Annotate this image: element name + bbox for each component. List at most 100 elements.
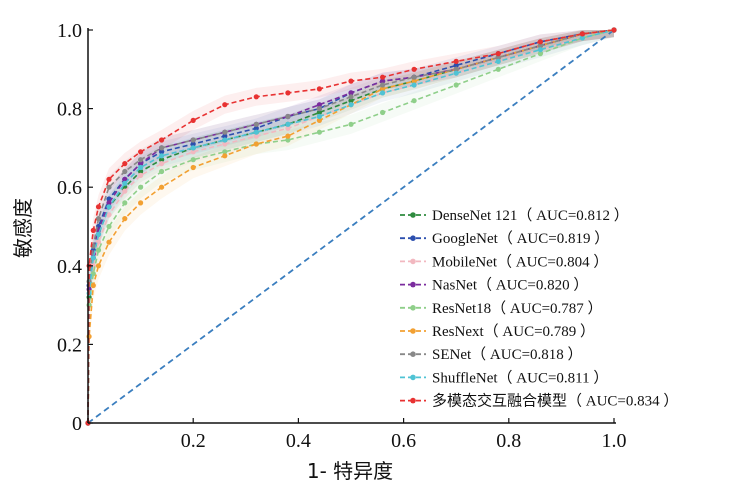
series-point	[285, 113, 291, 120]
axes	[87, 28, 616, 424]
series-point	[138, 200, 144, 206]
confidence-band-2	[88, 30, 614, 423]
series-point	[106, 212, 112, 218]
series-point	[316, 129, 322, 135]
legend-item-5: ResNext（ AUC=0.789 ）	[400, 323, 595, 340]
series-point	[285, 90, 291, 96]
legend-label: ResNet18（ AUC=0.787 ）	[432, 300, 603, 317]
series-point	[495, 54, 501, 61]
series-point	[316, 106, 322, 112]
legend-label: DenseNet 121（ AUC=0.812 ）	[432, 207, 629, 224]
series-point	[453, 58, 459, 64]
series-point	[537, 47, 544, 53]
series-point	[316, 113, 322, 120]
series-point	[190, 145, 196, 151]
series-point	[222, 153, 228, 159]
series-point	[253, 94, 259, 100]
series-point	[495, 58, 501, 64]
x-tick-label: 1.0	[602, 430, 627, 452]
series-point	[453, 70, 459, 76]
series-point	[138, 164, 144, 171]
series-point	[537, 39, 544, 45]
legend-marker	[410, 258, 416, 265]
legend-marker	[410, 328, 416, 334]
series-point	[106, 223, 112, 230]
series-point	[411, 98, 417, 104]
series-point	[537, 51, 544, 57]
legend-marker	[410, 305, 416, 311]
legend-item-0: DenseNet 121（ AUC=0.812 ）	[400, 207, 629, 224]
series-point	[138, 172, 144, 178]
series-point	[122, 200, 128, 206]
confidence-band-3	[88, 30, 614, 423]
series-point	[348, 121, 354, 127]
series-point	[380, 109, 386, 116]
series-point	[95, 247, 102, 253]
legend-item-7: ShuffleNet（ AUC=0.811 ）	[400, 369, 608, 386]
x-tick-label: 0.4	[286, 430, 311, 452]
series-point	[348, 98, 354, 104]
series-8	[85, 27, 617, 426]
legend: DenseNet 121（ AUC=0.812 ） GoogleNet（ AUC=…	[400, 207, 678, 410]
legend-item-3: NasNet（ AUC=0.820 ）	[400, 277, 588, 294]
series-point	[380, 78, 386, 84]
confidence-band-6	[88, 30, 614, 423]
series-point	[411, 78, 417, 84]
series-point	[122, 180, 128, 186]
y-tick-label: 0	[72, 413, 82, 435]
series-point	[579, 31, 586, 37]
tick-labels: 0.2 0.4 0.6 0.8 1.0 0 0.2 0.4 0.6 0.8 1.0	[57, 20, 627, 452]
series-point	[138, 184, 144, 190]
legend-label: 多模态交互融合模型（ AUC=0.834 ）	[432, 392, 678, 410]
legend-marker	[410, 281, 416, 288]
series-point	[222, 137, 228, 143]
series-point	[316, 117, 322, 123]
series-line-5	[87, 29, 615, 424]
confidence-bands	[88, 30, 614, 423]
legend-marker	[410, 351, 416, 358]
series-point	[253, 141, 259, 147]
series-point	[253, 133, 259, 139]
series-point	[411, 66, 417, 72]
series-point	[90, 282, 96, 289]
series-point	[537, 43, 544, 49]
series-point	[159, 149, 165, 155]
series-point	[222, 129, 228, 135]
y-tick-label: 0.6	[57, 177, 82, 199]
series-point	[190, 141, 196, 147]
series-point	[122, 161, 128, 167]
series-point	[190, 157, 196, 163]
series-point	[579, 35, 586, 41]
series-point	[348, 102, 354, 108]
legend-item-8: 多模态交互融合模型（ AUC=0.834 ）	[400, 392, 678, 410]
y-tick-label: 0.4	[57, 256, 82, 278]
x-tick-label: 0.8	[496, 430, 521, 452]
series-point	[380, 82, 386, 88]
legend-label: GoogleNet（ AUC=0.819 ）	[432, 230, 609, 247]
series-point	[159, 157, 165, 163]
series-point	[90, 227, 96, 233]
series-point	[122, 216, 128, 222]
legend-item-4: ResNet18（ AUC=0.787 ）	[400, 300, 603, 317]
series-point	[316, 86, 322, 92]
series-point	[95, 204, 102, 210]
y-tick-label: 1.0	[57, 20, 82, 42]
series-point	[122, 188, 128, 194]
legend-label: MobileNet（ AUC=0.804 ）	[432, 253, 608, 270]
series-point	[159, 153, 165, 159]
series-point	[190, 149, 196, 155]
series-point	[159, 168, 165, 175]
series-point	[159, 145, 165, 151]
series-point	[285, 137, 291, 143]
confidence-band-1	[88, 30, 614, 423]
series-point	[95, 263, 102, 269]
series-point	[138, 161, 144, 167]
series-point	[222, 133, 228, 139]
series-point	[190, 164, 196, 171]
series-point	[411, 74, 417, 80]
x-tick-label: 0.2	[181, 430, 206, 452]
legend-marker	[410, 374, 416, 381]
series-point	[495, 66, 501, 72]
